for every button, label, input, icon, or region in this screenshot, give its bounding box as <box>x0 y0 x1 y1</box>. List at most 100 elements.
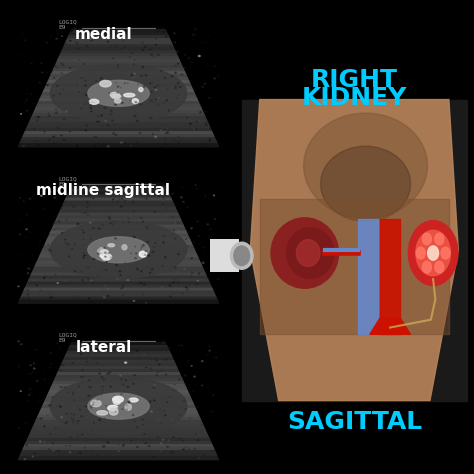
Ellipse shape <box>95 136 96 137</box>
Ellipse shape <box>142 245 144 246</box>
Polygon shape <box>39 99 198 102</box>
Ellipse shape <box>41 195 42 196</box>
Ellipse shape <box>59 93 60 94</box>
Ellipse shape <box>88 237 149 263</box>
Ellipse shape <box>48 113 49 114</box>
Ellipse shape <box>108 193 109 194</box>
Ellipse shape <box>198 55 200 56</box>
Ellipse shape <box>188 57 190 58</box>
Bar <box>5 166 232 310</box>
Ellipse shape <box>146 367 147 368</box>
Ellipse shape <box>98 248 105 254</box>
Ellipse shape <box>29 198 31 199</box>
Ellipse shape <box>61 196 62 197</box>
Ellipse shape <box>174 222 176 223</box>
Ellipse shape <box>205 196 206 197</box>
Ellipse shape <box>40 441 41 442</box>
Ellipse shape <box>86 361 87 362</box>
Ellipse shape <box>165 36 167 37</box>
Ellipse shape <box>67 421 68 422</box>
Ellipse shape <box>122 245 127 250</box>
Ellipse shape <box>103 379 105 380</box>
Ellipse shape <box>20 54 22 55</box>
Ellipse shape <box>99 373 100 374</box>
Polygon shape <box>66 195 171 198</box>
Ellipse shape <box>137 350 138 351</box>
Polygon shape <box>31 117 206 120</box>
Polygon shape <box>62 361 175 364</box>
Ellipse shape <box>115 104 117 105</box>
Ellipse shape <box>177 63 179 64</box>
Ellipse shape <box>51 36 52 37</box>
Ellipse shape <box>90 222 91 223</box>
Ellipse shape <box>19 354 21 355</box>
Ellipse shape <box>201 85 202 86</box>
Ellipse shape <box>142 203 143 204</box>
Ellipse shape <box>441 247 450 259</box>
Ellipse shape <box>154 384 155 385</box>
Polygon shape <box>72 183 165 186</box>
Ellipse shape <box>136 427 138 428</box>
Ellipse shape <box>141 271 142 272</box>
Ellipse shape <box>103 446 105 447</box>
Polygon shape <box>61 207 176 210</box>
Ellipse shape <box>39 240 41 241</box>
Polygon shape <box>56 373 181 376</box>
Ellipse shape <box>30 232 31 233</box>
Ellipse shape <box>205 111 207 112</box>
Ellipse shape <box>100 81 111 87</box>
Ellipse shape <box>80 76 81 77</box>
Ellipse shape <box>36 120 38 121</box>
Ellipse shape <box>99 228 100 229</box>
Polygon shape <box>46 84 191 87</box>
Ellipse shape <box>187 207 188 208</box>
Ellipse shape <box>143 85 144 86</box>
Ellipse shape <box>113 37 115 39</box>
Ellipse shape <box>181 197 182 198</box>
Polygon shape <box>20 454 217 456</box>
Polygon shape <box>22 291 215 294</box>
Polygon shape <box>25 442 212 445</box>
Ellipse shape <box>100 126 102 127</box>
Ellipse shape <box>129 350 131 351</box>
Polygon shape <box>47 394 190 397</box>
Polygon shape <box>47 237 190 240</box>
Ellipse shape <box>194 376 195 377</box>
Ellipse shape <box>210 225 211 226</box>
Ellipse shape <box>187 289 189 290</box>
Polygon shape <box>48 234 189 237</box>
Polygon shape <box>250 100 458 401</box>
Ellipse shape <box>149 272 151 273</box>
Ellipse shape <box>111 120 113 121</box>
Ellipse shape <box>167 446 168 447</box>
Polygon shape <box>25 285 212 288</box>
Ellipse shape <box>121 416 122 417</box>
Polygon shape <box>28 436 209 438</box>
Ellipse shape <box>134 115 136 116</box>
Ellipse shape <box>209 370 210 371</box>
Ellipse shape <box>88 395 90 396</box>
Polygon shape <box>70 343 167 346</box>
Ellipse shape <box>178 222 179 223</box>
Ellipse shape <box>234 246 250 265</box>
Ellipse shape <box>191 365 192 366</box>
Ellipse shape <box>186 346 188 347</box>
Ellipse shape <box>200 65 201 66</box>
Ellipse shape <box>145 443 147 444</box>
Ellipse shape <box>122 287 123 288</box>
Polygon shape <box>54 222 183 225</box>
Ellipse shape <box>84 85 86 86</box>
Polygon shape <box>24 132 213 135</box>
Ellipse shape <box>60 387 62 388</box>
Ellipse shape <box>75 420 76 421</box>
Ellipse shape <box>416 247 425 259</box>
Ellipse shape <box>175 279 177 280</box>
Ellipse shape <box>193 34 194 35</box>
Ellipse shape <box>139 87 143 91</box>
Ellipse shape <box>104 418 105 419</box>
Ellipse shape <box>34 453 36 454</box>
Ellipse shape <box>163 342 164 343</box>
Ellipse shape <box>43 399 44 400</box>
Ellipse shape <box>28 298 29 299</box>
Ellipse shape <box>51 297 53 298</box>
